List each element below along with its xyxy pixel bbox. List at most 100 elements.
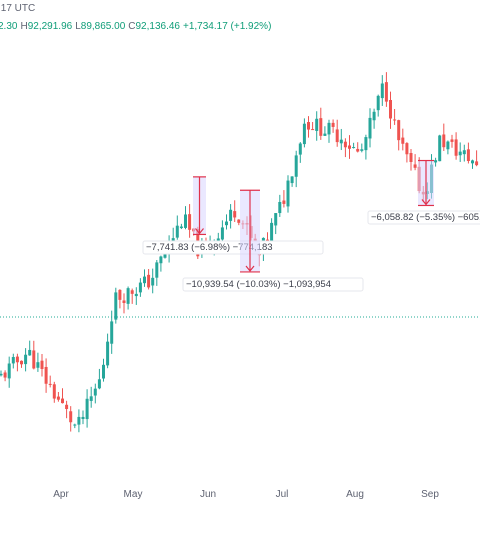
candle-body [134, 293, 138, 297]
candle-body [307, 122, 310, 130]
candle-body [106, 341, 110, 366]
candle-body [471, 160, 474, 164]
candle-body [356, 148, 360, 152]
candle-body [179, 226, 183, 229]
candle-body [327, 122, 331, 135]
candle [327, 119, 331, 143]
candle [179, 223, 183, 230]
candle [44, 358, 48, 393]
candle [282, 190, 286, 208]
candle [413, 154, 417, 171]
candle [389, 91, 392, 129]
candle [40, 353, 44, 377]
candle-body [155, 262, 159, 278]
candle [438, 134, 442, 162]
candle [348, 135, 351, 159]
candle-body [343, 141, 347, 148]
x-tick-label: Aug [346, 489, 364, 500]
candle [401, 128, 405, 151]
x-tick-label: May [124, 489, 143, 500]
candle-body [159, 256, 163, 264]
candle [56, 392, 60, 402]
candle-body [438, 135, 442, 162]
candle-body [188, 214, 192, 230]
candle [339, 128, 343, 151]
measure-arrow-head [245, 265, 255, 272]
candle [65, 400, 69, 419]
measure-label-bg [367, 210, 480, 225]
close-label: C [128, 21, 136, 32]
candle [405, 142, 409, 163]
candle-body [319, 118, 323, 136]
candle-body [364, 137, 368, 151]
open-value: 2.30 [0, 21, 18, 32]
candle-body [389, 100, 392, 119]
candle-body [61, 398, 64, 404]
measure-label-bg [142, 240, 324, 255]
candle-body [339, 139, 343, 144]
candle [69, 406, 73, 432]
candle-body [384, 82, 388, 102]
candle-body [409, 152, 413, 162]
candle-body [171, 238, 175, 243]
candle [122, 293, 126, 314]
high-label: H [20, 21, 28, 32]
candle-body [175, 225, 179, 238]
candle [48, 375, 52, 388]
candle [7, 356, 11, 388]
candle-body [69, 411, 73, 423]
measure-tool[interactable]: −7,741.83 (−6.98%) −774,183 [142, 176, 324, 255]
candle [323, 126, 327, 136]
candle-body [458, 151, 462, 156]
candle [52, 381, 56, 403]
candle [466, 142, 470, 164]
candle [454, 132, 458, 160]
candle-body [454, 139, 458, 156]
candle-body [274, 213, 278, 226]
candle [270, 218, 274, 245]
candle-body [278, 201, 282, 214]
candle [475, 150, 479, 167]
candle [290, 176, 294, 187]
candle-body [138, 282, 142, 293]
candle [319, 107, 323, 140]
measure-tool[interactable]: −10,939.54 (−10.03%) −1,093,954 [182, 189, 364, 292]
candle-body [52, 384, 56, 399]
candle-body [323, 133, 327, 136]
candle-body [335, 129, 339, 143]
measure-arrow-head [195, 228, 204, 235]
candle-body [97, 379, 101, 389]
candle [393, 109, 397, 125]
candle-body [270, 222, 274, 243]
x-tick-label: Jul [276, 489, 289, 500]
candle [278, 194, 282, 217]
candle-body [315, 118, 319, 131]
candle-body [294, 155, 298, 177]
candle [28, 340, 32, 356]
x-axis: Apr May Jun Jul Aug Sep [53, 489, 439, 500]
candle-body [3, 372, 7, 378]
candle [110, 310, 114, 354]
candle-body [393, 119, 397, 121]
candle-body [151, 277, 155, 286]
candle [462, 144, 466, 162]
candle-body [0, 373, 3, 376]
candle [61, 388, 64, 404]
candle-body [93, 388, 97, 396]
candle [237, 219, 241, 226]
candle [134, 287, 138, 305]
candle [155, 259, 159, 286]
candle-body [40, 360, 44, 369]
candle-body [311, 129, 315, 131]
candle-body [446, 141, 450, 150]
candle-body [85, 398, 89, 420]
measure-tool[interactable]: −6,058.82 (−5.35%) −605,882 [367, 159, 480, 225]
candle-body [401, 137, 405, 144]
candle-body [434, 160, 438, 163]
candle-body [360, 149, 364, 151]
candle [36, 352, 40, 372]
candle-body [348, 145, 351, 149]
candle-body [229, 209, 233, 221]
candle-body [147, 274, 151, 288]
